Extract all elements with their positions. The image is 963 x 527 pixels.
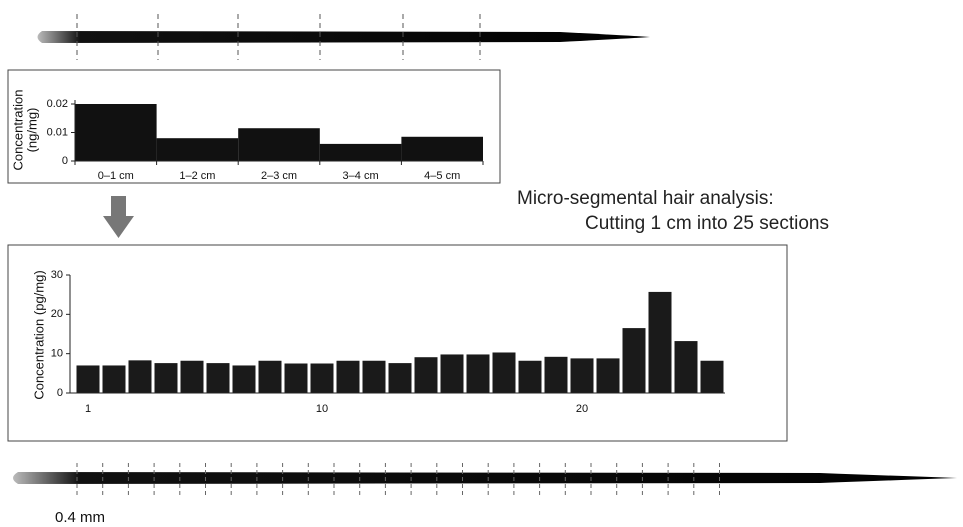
y-axis-label: (ng/mg) (24, 108, 39, 153)
x-tick-label: 10 (316, 403, 328, 415)
chart-frame (7, 69, 501, 184)
bar (102, 365, 126, 393)
bar (518, 360, 542, 393)
bar (414, 357, 438, 393)
y-tick-label: 0 (62, 155, 68, 167)
y-tick-label: 10 (51, 348, 63, 360)
x-tick-label: 0–1 cm (98, 170, 134, 182)
y-tick-label: 0 (57, 387, 63, 399)
cut-marks (76, 14, 481, 60)
bar (401, 136, 483, 161)
bar (674, 341, 698, 393)
bar (492, 352, 516, 393)
y-tick-label: 0.01 (47, 126, 68, 138)
bar (319, 143, 402, 161)
bar (596, 358, 620, 393)
x-tick-label: 4–5 cm (424, 170, 460, 182)
annotation: Cutting 1 cm into 25 sections (585, 213, 829, 234)
y-axis-label: Concentration (10, 90, 25, 171)
bar (258, 360, 282, 393)
bar (156, 138, 239, 161)
annotation: 0.4 mm (55, 509, 105, 526)
bar (206, 363, 230, 393)
annotation: Micro-segmental hair analysis: (517, 188, 774, 209)
y-tick-label: 30 (51, 269, 63, 281)
bar (336, 360, 360, 393)
bar (700, 360, 724, 393)
bar (570, 358, 594, 393)
bar (76, 365, 100, 393)
cut-marks (76, 463, 720, 495)
y-tick-label: 20 (51, 308, 63, 320)
bar (310, 363, 334, 393)
y-tick-label: 0.02 (47, 98, 68, 110)
bar (362, 360, 386, 393)
bar (154, 363, 178, 393)
bar (238, 128, 320, 161)
hair-strand (37, 31, 650, 43)
bar (388, 363, 412, 393)
x-tick-label: 1 (85, 403, 91, 415)
bar (440, 354, 464, 393)
bar (648, 291, 672, 393)
bar (284, 363, 308, 393)
bar (232, 365, 256, 393)
hair-strand (13, 472, 957, 484)
bar (622, 328, 646, 393)
chart-frame (7, 244, 788, 442)
bar (180, 360, 204, 393)
bar (75, 104, 157, 161)
arrow (103, 196, 134, 238)
x-tick-label: 2–3 cm (261, 170, 297, 182)
bar (466, 354, 490, 393)
y-axis-label: Concentration (pg/mg) (31, 270, 46, 399)
x-tick-label: 3–4 cm (343, 170, 379, 182)
x-tick-label: 20 (576, 403, 588, 415)
x-tick-label: 1–2 cm (179, 170, 215, 182)
bar (128, 360, 152, 393)
bar (544, 356, 568, 393)
